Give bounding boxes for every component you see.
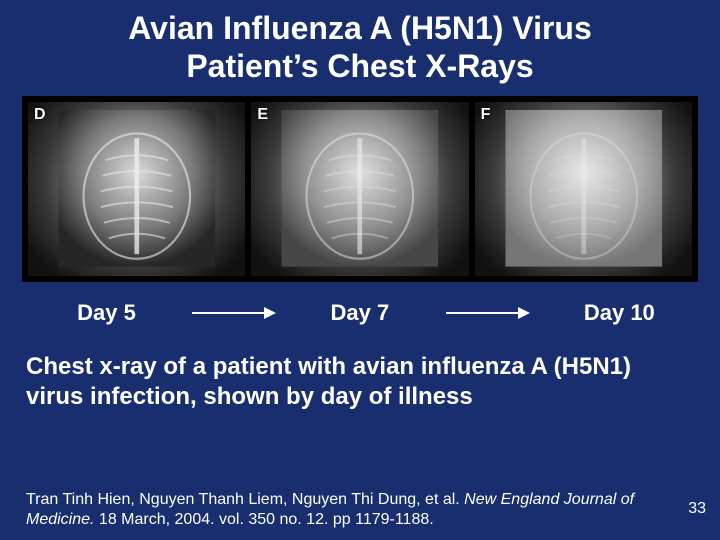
- xray-panel-e: E: [251, 102, 468, 276]
- citation-authors: Tran Tinh Hien, Nguyen Thanh Liem, Nguye…: [26, 491, 464, 508]
- panel-letter: E: [257, 106, 268, 124]
- caption: Chest x-ray of a patient with avian infl…: [20, 352, 700, 413]
- citation-rest: 18 March, 2004. vol. 350 no. 12. pp 1179…: [94, 511, 433, 528]
- xray-panel-d: D: [28, 102, 245, 276]
- page-number: 33: [688, 500, 706, 518]
- title-line-1: Avian Influenza A (H5N1) Virus: [128, 10, 592, 46]
- day-label-7: Day 7: [331, 300, 390, 326]
- chest-xray-icon: [486, 110, 682, 267]
- slide: Avian Influenza A (H5N1) Virus Patient’s…: [0, 0, 720, 540]
- day-row: Day 5 Day 7 Day 10: [20, 300, 700, 326]
- panel-letter: D: [34, 106, 46, 124]
- title-line-2: Patient’s Chest X-Rays: [186, 48, 533, 84]
- arrow-icon: [190, 305, 276, 321]
- panel-letter: F: [481, 106, 491, 124]
- arrow-icon: [444, 305, 530, 321]
- xray-strip: D E: [22, 96, 698, 282]
- chest-xray-icon: [262, 110, 458, 267]
- citation: Tran Tinh Hien, Nguyen Thanh Liem, Nguye…: [20, 490, 700, 532]
- day-label-5: Day 5: [77, 300, 136, 326]
- xray-panel-f: F: [475, 102, 692, 276]
- slide-title: Avian Influenza A (H5N1) Virus Patient’s…: [20, 10, 700, 86]
- chest-xray-icon: [39, 110, 235, 267]
- day-label-10: Day 10: [584, 300, 655, 326]
